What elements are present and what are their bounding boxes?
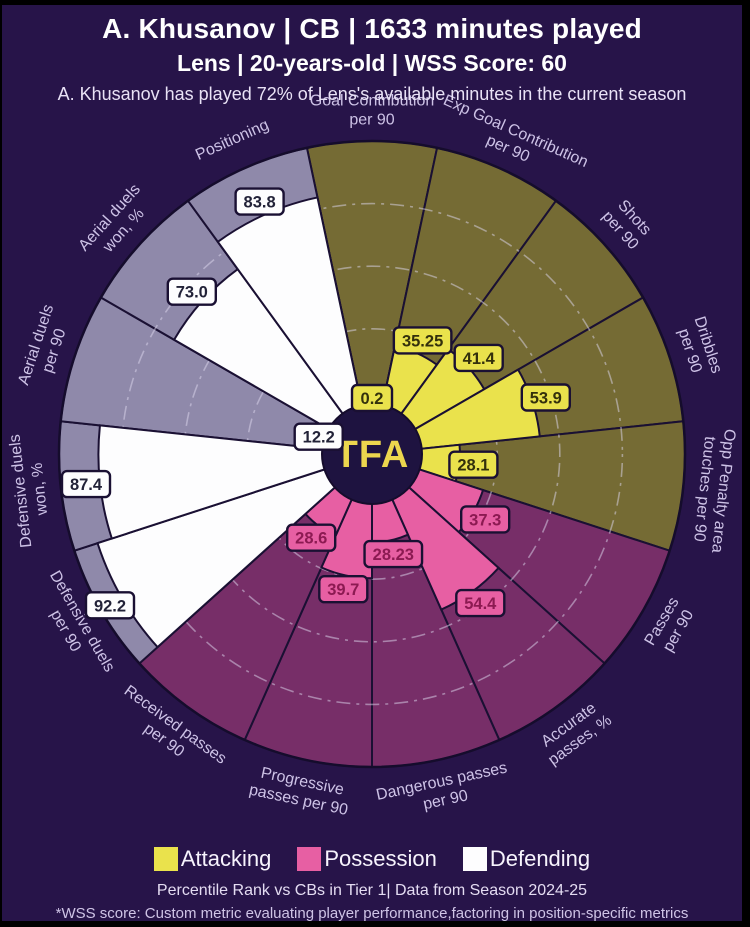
svg-text:54.4: 54.4 <box>464 595 497 613</box>
svg-text:28.6: 28.6 <box>295 530 327 548</box>
defending-swatch-icon <box>462 847 487 871</box>
attacking-swatch-icon <box>153 847 178 871</box>
tfa-logo: TFA <box>335 434 410 476</box>
value-label-10: 92.2 <box>84 591 136 620</box>
axis-label-7: Dangerous passesper 90 <box>375 760 513 823</box>
svg-text:28.1: 28.1 <box>457 457 489 475</box>
axis-label-8: Progressivepasses per 90 <box>247 763 353 819</box>
svg-text:28.23: 28.23 <box>373 546 414 564</box>
value-label-14: 83.8 <box>234 187 285 216</box>
svg-text:92.2: 92.2 <box>94 597 126 615</box>
outer-ring <box>57 139 687 769</box>
gridline-80 <box>120 202 624 706</box>
svg-text:39.7: 39.7 <box>327 581 359 599</box>
svg-text:12.2: 12.2 <box>303 429 335 447</box>
axis-label-5: Passesper 90 <box>642 595 699 658</box>
value-label-6: 54.4 <box>455 588 506 618</box>
value-label-12: 12.2 <box>293 422 344 451</box>
svg-text:41.4: 41.4 <box>463 350 496 368</box>
legend-item-attacking: Attacking <box>153 846 272 872</box>
header: A. Khusanov | CB | 1633 minutes played L… <box>2 13 742 105</box>
value-label-5: 37.3 <box>460 505 511 534</box>
svg-text:0.2: 0.2 <box>361 390 384 408</box>
legend-item-possession: Possession <box>297 846 437 872</box>
axis-label-14: Positioning <box>193 116 271 163</box>
page-title: A. Khusanov | CB | 1633 minutes played <box>102 13 642 44</box>
axis-label-3: Dribblesper 90 <box>673 314 725 381</box>
value-label-13: 73.0 <box>166 277 218 306</box>
page-subtitle: Lens | 20-years-old | WSS Score: 60 <box>177 50 567 76</box>
axis-label-2: Shotsper 90 <box>599 195 656 253</box>
axis-label-4: Opp Penalty areatouches per 90 <box>689 426 738 554</box>
svg-text:37.3: 37.3 <box>469 511 501 529</box>
svg-text:83.8: 83.8 <box>244 194 276 212</box>
possession-swatch-icon <box>297 847 322 871</box>
axis-label-11: Defensive duelswon, % <box>7 431 55 548</box>
legend-label: Defending <box>489 846 591 871</box>
minutes-note: A. Khusanov has played 72% of Lens's ava… <box>57 84 687 104</box>
svg-text:35.25: 35.25 <box>402 332 443 350</box>
value-label-8: 39.7 <box>318 575 369 604</box>
value-label-11: 87.4 <box>60 469 112 499</box>
svg-text:87.4: 87.4 <box>70 476 103 494</box>
value-label-7: 28.23 <box>363 539 424 569</box>
value-label-3: 53.9 <box>520 383 571 412</box>
value-label-4: 28.1 <box>448 450 499 479</box>
axis-label-0: Goal Contribution per 90 <box>310 93 435 129</box>
value-label-0: 0.2 <box>350 383 394 413</box>
footer-source-line: Percentile Rank vs CBs in Tier 1| Data f… <box>156 882 588 899</box>
value-label-2: 41.4 <box>453 343 504 373</box>
legend: Attacking Possession Defending <box>2 846 742 872</box>
value-label-1: 35.25 <box>392 326 453 355</box>
legend-item-defending: Defending <box>462 846 591 872</box>
chart-canvas: A. Khusanov | CB | 1633 minutes played L… <box>2 5 742 922</box>
svg-text:73.0: 73.0 <box>176 284 208 302</box>
svg-text:53.9: 53.9 <box>530 390 562 408</box>
footer-wss-note: *WSS score: Custom metric evaluating pla… <box>55 905 689 922</box>
legend-label: Attacking <box>180 846 272 871</box>
value-label-9: 28.6 <box>286 523 337 552</box>
legend-label: Possession <box>324 846 437 871</box>
axis-label-12: Aerial duelsper 90 <box>15 303 75 394</box>
